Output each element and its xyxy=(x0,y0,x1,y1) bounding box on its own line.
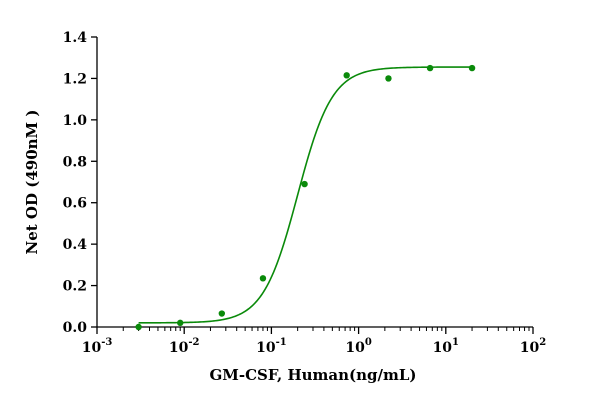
fit-curve xyxy=(138,66,473,324)
x-tick-label: 102 xyxy=(520,337,546,356)
y-tick-label: 1.4 xyxy=(63,30,88,46)
y-tick-label: 1.0 xyxy=(63,113,88,129)
data-point xyxy=(426,64,434,72)
x-axis-label: GM-CSF, Human(ng/mL) xyxy=(209,366,416,384)
data-point xyxy=(343,72,350,79)
data-point xyxy=(218,310,226,317)
x-tick-label: 10-1 xyxy=(256,337,287,356)
y-tick-label: 0.4 xyxy=(63,237,88,253)
y-tick-label: 0.2 xyxy=(63,279,87,295)
data-point xyxy=(468,64,476,72)
x-tick-label: 10-3 xyxy=(82,337,113,356)
x-tick-label: 10-2 xyxy=(169,337,200,356)
y-tick-label: 0.8 xyxy=(63,154,87,170)
data-point xyxy=(301,180,308,188)
plot-area: 0.0 0.2 0.4 0.6 0.8 1.0 1.2 1.4 10-3 10-2 10-1 100 1… xyxy=(63,30,547,356)
data-point xyxy=(135,323,142,331)
y-tick-label: 1.2 xyxy=(63,71,87,87)
y-tick-label: 0.6 xyxy=(63,196,87,212)
x-tick-label: 101 xyxy=(433,337,459,356)
data-point xyxy=(385,75,392,82)
data-point xyxy=(259,275,267,282)
data-point xyxy=(177,319,184,327)
x-tick-label: 100 xyxy=(345,337,371,356)
y-tick-label: 0.0 xyxy=(63,320,88,336)
y-axis-label: Net OD (490nM ) xyxy=(23,110,41,255)
